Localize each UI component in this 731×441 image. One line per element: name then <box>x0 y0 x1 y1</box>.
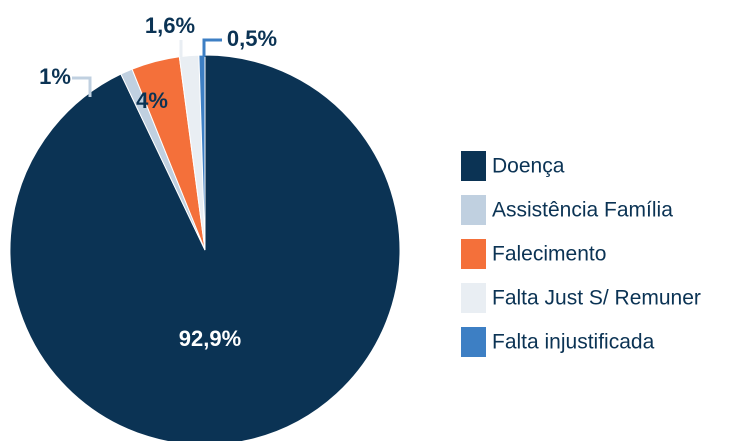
legend-swatch <box>461 151 486 181</box>
legend-swatch <box>461 239 486 269</box>
legend-label: Falta injustificada <box>492 331 655 354</box>
legend-label: Falecimento <box>492 243 606 266</box>
data-label: 4% <box>136 88 168 113</box>
pie-slice <box>9 54 401 441</box>
data-label: 1% <box>39 64 71 89</box>
data-label: 92,9% <box>179 326 241 351</box>
legend-label: Assistência Família <box>492 199 673 222</box>
legend-label: Falta Just S/ Remuner <box>492 287 701 310</box>
legend-swatch <box>461 283 486 313</box>
legend-swatch <box>461 327 486 357</box>
data-label: 0,5% <box>227 26 277 51</box>
leader-line <box>72 76 92 97</box>
legend-swatch <box>461 195 486 225</box>
leader-line <box>202 38 222 57</box>
legend-label: Doença <box>492 155 565 178</box>
data-label: 1,6% <box>145 13 195 38</box>
